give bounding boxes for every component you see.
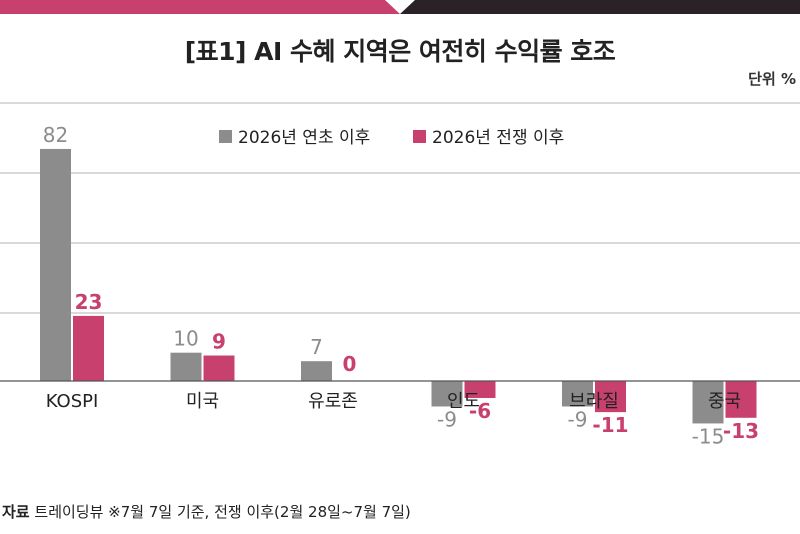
data-label: 82 xyxy=(43,123,68,147)
bar-pink xyxy=(203,355,235,381)
category-label: 유로존 xyxy=(308,391,358,412)
legend-swatch xyxy=(219,130,232,143)
bar-gray xyxy=(562,381,593,407)
top-bar-dark xyxy=(400,0,800,14)
bar-pink xyxy=(725,381,757,418)
legend-entry: 2026년 전쟁 이후 xyxy=(432,128,564,148)
data-label: 23 xyxy=(75,290,103,314)
source-note: 자료 트레이딩뷰 ※7월 7일 기준, 전쟁 이후(2월 28일~7월 7일) xyxy=(2,501,411,522)
top-decoration-bar xyxy=(0,0,800,14)
data-label: 7 xyxy=(310,335,323,359)
chart-title: [표1] AI 수혜 지역은 여전히 수익률 호조 xyxy=(184,37,616,66)
data-label: -6 xyxy=(469,399,491,423)
bar-gray xyxy=(431,381,463,407)
data-label: -9 xyxy=(568,407,588,431)
category-label: 중국 xyxy=(708,391,741,412)
data-label: -9 xyxy=(437,407,457,431)
bar-pink xyxy=(73,315,104,381)
source-text: 트레이딩뷰 ※7월 7일 기준, 전쟁 이후(2월 28일~7월 7일) xyxy=(34,503,411,521)
legend-entry: 2026년 연초 이후 xyxy=(238,128,370,148)
bar-gray xyxy=(40,148,71,381)
data-label: 0 xyxy=(343,352,357,376)
unit-label: 단위 % xyxy=(748,70,796,88)
top-bar-pink xyxy=(0,0,400,14)
data-label: 9 xyxy=(212,330,226,354)
source-label: 자료 xyxy=(2,503,30,521)
data-label: -13 xyxy=(723,419,759,443)
bar-gray xyxy=(170,352,202,381)
category-label: 미국 xyxy=(186,391,219,412)
bar-pink xyxy=(595,381,626,413)
bar-gray xyxy=(301,361,332,381)
category-label: 브라질 xyxy=(569,391,619,412)
bar-gray xyxy=(692,381,724,424)
legend-swatch xyxy=(413,130,426,143)
data-label: -11 xyxy=(592,413,628,437)
data-label: -15 xyxy=(692,424,725,448)
bar-pink xyxy=(464,381,496,398)
data-label: 10 xyxy=(173,327,198,351)
category-label: KOSPI xyxy=(46,391,99,412)
category-label: 인도 xyxy=(447,391,480,412)
